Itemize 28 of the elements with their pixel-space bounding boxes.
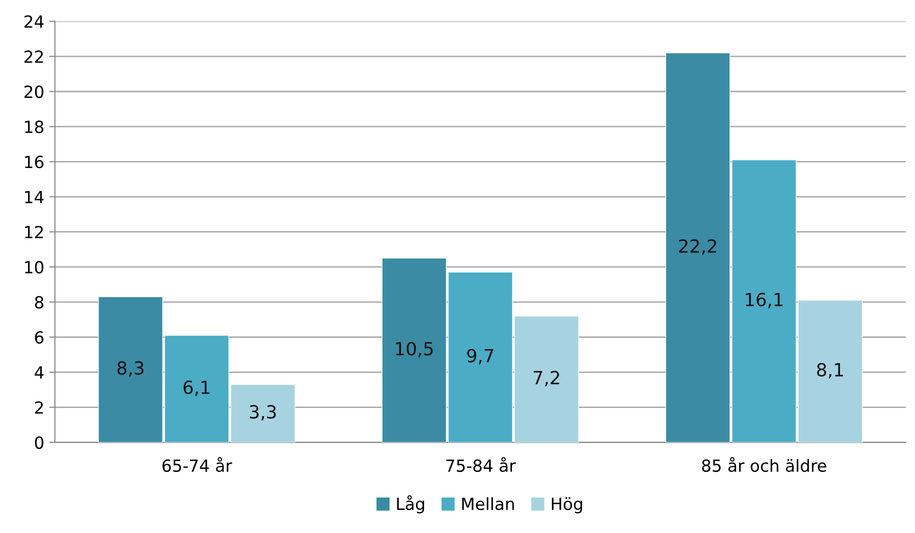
data-label: 7,2 [534, 370, 560, 386]
y-tick-label: 18 [25, 120, 44, 134]
y-tick-label: 24 [24, 15, 44, 28]
data-label: 16,1 [746, 292, 782, 308]
y-tick-label: 8 [35, 296, 44, 309]
y-tick-label: 6 [35, 331, 44, 344]
y-tick-label: 2 [35, 401, 43, 414]
data-label: 6,1 [184, 380, 210, 396]
x-tick-label: 75-84 år [446, 457, 516, 472]
data-label: 22,2 [679, 239, 716, 255]
data-label: 9,7 [467, 348, 494, 364]
y-tick-label: 0 [34, 436, 44, 449]
legend-label: Mellan [462, 497, 514, 510]
y-tick-label: 12 [25, 226, 43, 238]
y-tick-label: 16 [25, 156, 44, 168]
data-label: 3,3 [250, 405, 276, 421]
data-label: 8,1 [817, 362, 843, 378]
y-tick-label: 20 [24, 85, 44, 98]
y-tick-label: 10 [25, 260, 44, 274]
legend-label: Låg [397, 495, 424, 514]
y-tick-label: 22 [24, 50, 43, 63]
y-tick-label: 14 [25, 190, 44, 204]
y-tick-label: 4 [34, 366, 44, 379]
data-label: 8,3 [117, 361, 144, 377]
data-label: 10,5 [396, 342, 433, 358]
legend-label: Hög [552, 497, 582, 514]
x-tick-label: 65-74 år [162, 457, 232, 472]
x-tick-label: 85 år och äldre [702, 457, 826, 472]
